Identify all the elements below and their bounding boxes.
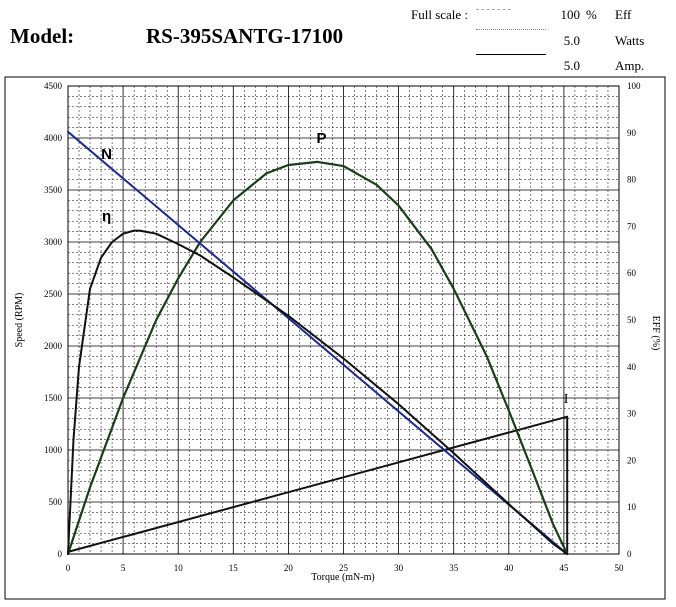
amp-legend-line: [476, 54, 546, 55]
x-tick-label: 45: [559, 563, 569, 573]
amp-scale-value: 5.0: [563, 58, 580, 73]
x-axis-label: Torque (mN-m): [311, 572, 374, 583]
model-label: Model:: [10, 24, 75, 48]
full-scale-label: Full scale :: [411, 7, 469, 22]
plot-area-border: [67, 85, 620, 555]
y-tick-label: 0: [58, 549, 63, 559]
model-number: RS-395SANTG-17100: [146, 24, 344, 48]
y-tick-label: 500: [49, 497, 63, 507]
x-tick-label: 40: [504, 563, 514, 573]
y2-tick-label: 20: [627, 455, 637, 465]
x-tick-label: 30: [394, 563, 404, 573]
y2-tick-label: 50: [627, 315, 637, 325]
y2-axis-label: EFF (%): [650, 316, 661, 351]
watts-scale-unit: Watts: [615, 33, 645, 48]
y2-tick-label: 60: [627, 268, 637, 278]
x-tick-label: 15: [229, 563, 239, 573]
chart-series: [66, 130, 569, 556]
y2-tick-label: 90: [627, 128, 637, 138]
eff-scale-symbol: %: [586, 7, 597, 22]
y-tick-label: 3000: [44, 237, 63, 247]
y-tick-label: 2500: [44, 289, 63, 299]
efficiency-curve: [67, 229, 569, 555]
series-labels: Nη P I: [101, 130, 569, 407]
x-tick-label: 50: [615, 563, 625, 573]
speed-curve: [67, 130, 569, 555]
watts-scale-value: 5.0: [563, 33, 580, 48]
amp-scale-unit: Amp.: [615, 58, 645, 73]
speed-curve-label: N: [101, 146, 112, 163]
eff-legend-line: [476, 9, 511, 10]
y2-tick-label: 40: [627, 362, 637, 372]
y-axis-label: Speed (RPM): [14, 293, 25, 348]
chart-outer-frame: [4, 76, 666, 600]
axis-tick-labels: 0 5 10 15 20 25 30 35 40 45 5005001000150020002500…: [44, 81, 641, 573]
y2-tick-label: 100: [627, 81, 641, 91]
y-tick-label: 2000: [44, 341, 63, 351]
y2-tick-label: 30: [627, 409, 637, 419]
efficiency-curve-label: η: [102, 208, 111, 225]
y-tick-label: 3500: [44, 185, 63, 195]
y-tick-label: 1500: [44, 393, 63, 403]
eff-scale-value: 100: [560, 7, 581, 22]
eff-scale-unit: Eff: [615, 7, 632, 22]
y2-tick-label: 80: [627, 175, 637, 185]
y2-tick-label: 0: [627, 549, 632, 559]
x-tick-label: 10: [174, 563, 184, 573]
power-curve: [66, 160, 569, 556]
x-tick-label: 20: [284, 563, 294, 573]
chart-grid: [68, 86, 619, 554]
x-tick-label: 0: [66, 563, 71, 573]
y2-tick-label: 70: [627, 221, 637, 231]
watts-legend-line: [476, 29, 546, 30]
x-tick-label: 5: [121, 563, 126, 573]
x-tick-label: 35: [449, 563, 459, 573]
current-curve: [67, 415, 569, 555]
y-tick-label: 4000: [44, 133, 63, 143]
y2-tick-label: 10: [627, 502, 637, 512]
y-tick-label: 1000: [44, 445, 63, 455]
y-tick-label: 4500: [44, 81, 63, 91]
power-curve-label: P: [316, 130, 326, 147]
current-curve-label: I: [564, 392, 569, 407]
x-tick-label: 25: [339, 563, 349, 573]
